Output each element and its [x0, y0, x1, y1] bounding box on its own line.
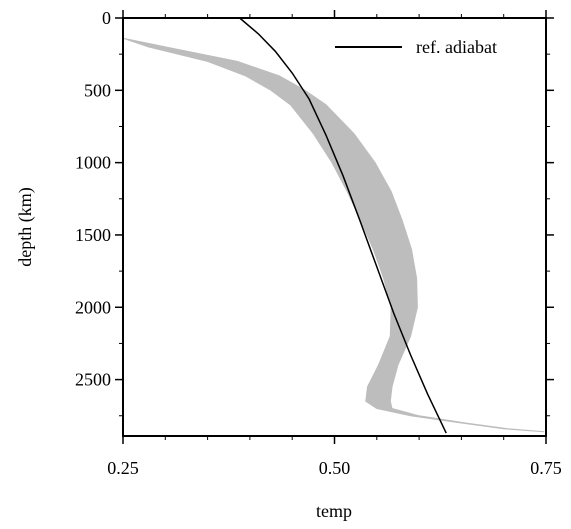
y-tick-label: 1000: [75, 153, 111, 173]
y-tick-label: 2000: [75, 297, 111, 317]
x-tick-label: 0.75: [530, 458, 562, 478]
legend: ref. adiabat: [335, 37, 497, 57]
temperature-band: [122, 37, 545, 433]
y-tick-label: 1500: [75, 225, 111, 245]
y-axis-title: depth (km): [15, 187, 36, 266]
y-ticks-group: [115, 17, 554, 417]
adiabat-line: [239, 17, 447, 434]
y-tick-label: 500: [84, 80, 111, 100]
x-tick-label: 0.25: [107, 458, 139, 478]
plot-frame: [122, 17, 547, 437]
y-tick-label: 2500: [75, 370, 111, 390]
y-tick-labels: 0 500 1000 1500 2000 2500: [75, 8, 111, 390]
x-axis-title: temp: [316, 501, 352, 521]
y-tick-label: 0: [102, 8, 111, 28]
x-tick-label: 0.50: [319, 458, 351, 478]
legend-label: ref. adiabat: [416, 37, 497, 57]
x-ticks-group: [122, 10, 547, 444]
x-tick-labels: 0.25 0.50 0.75: [107, 458, 562, 478]
